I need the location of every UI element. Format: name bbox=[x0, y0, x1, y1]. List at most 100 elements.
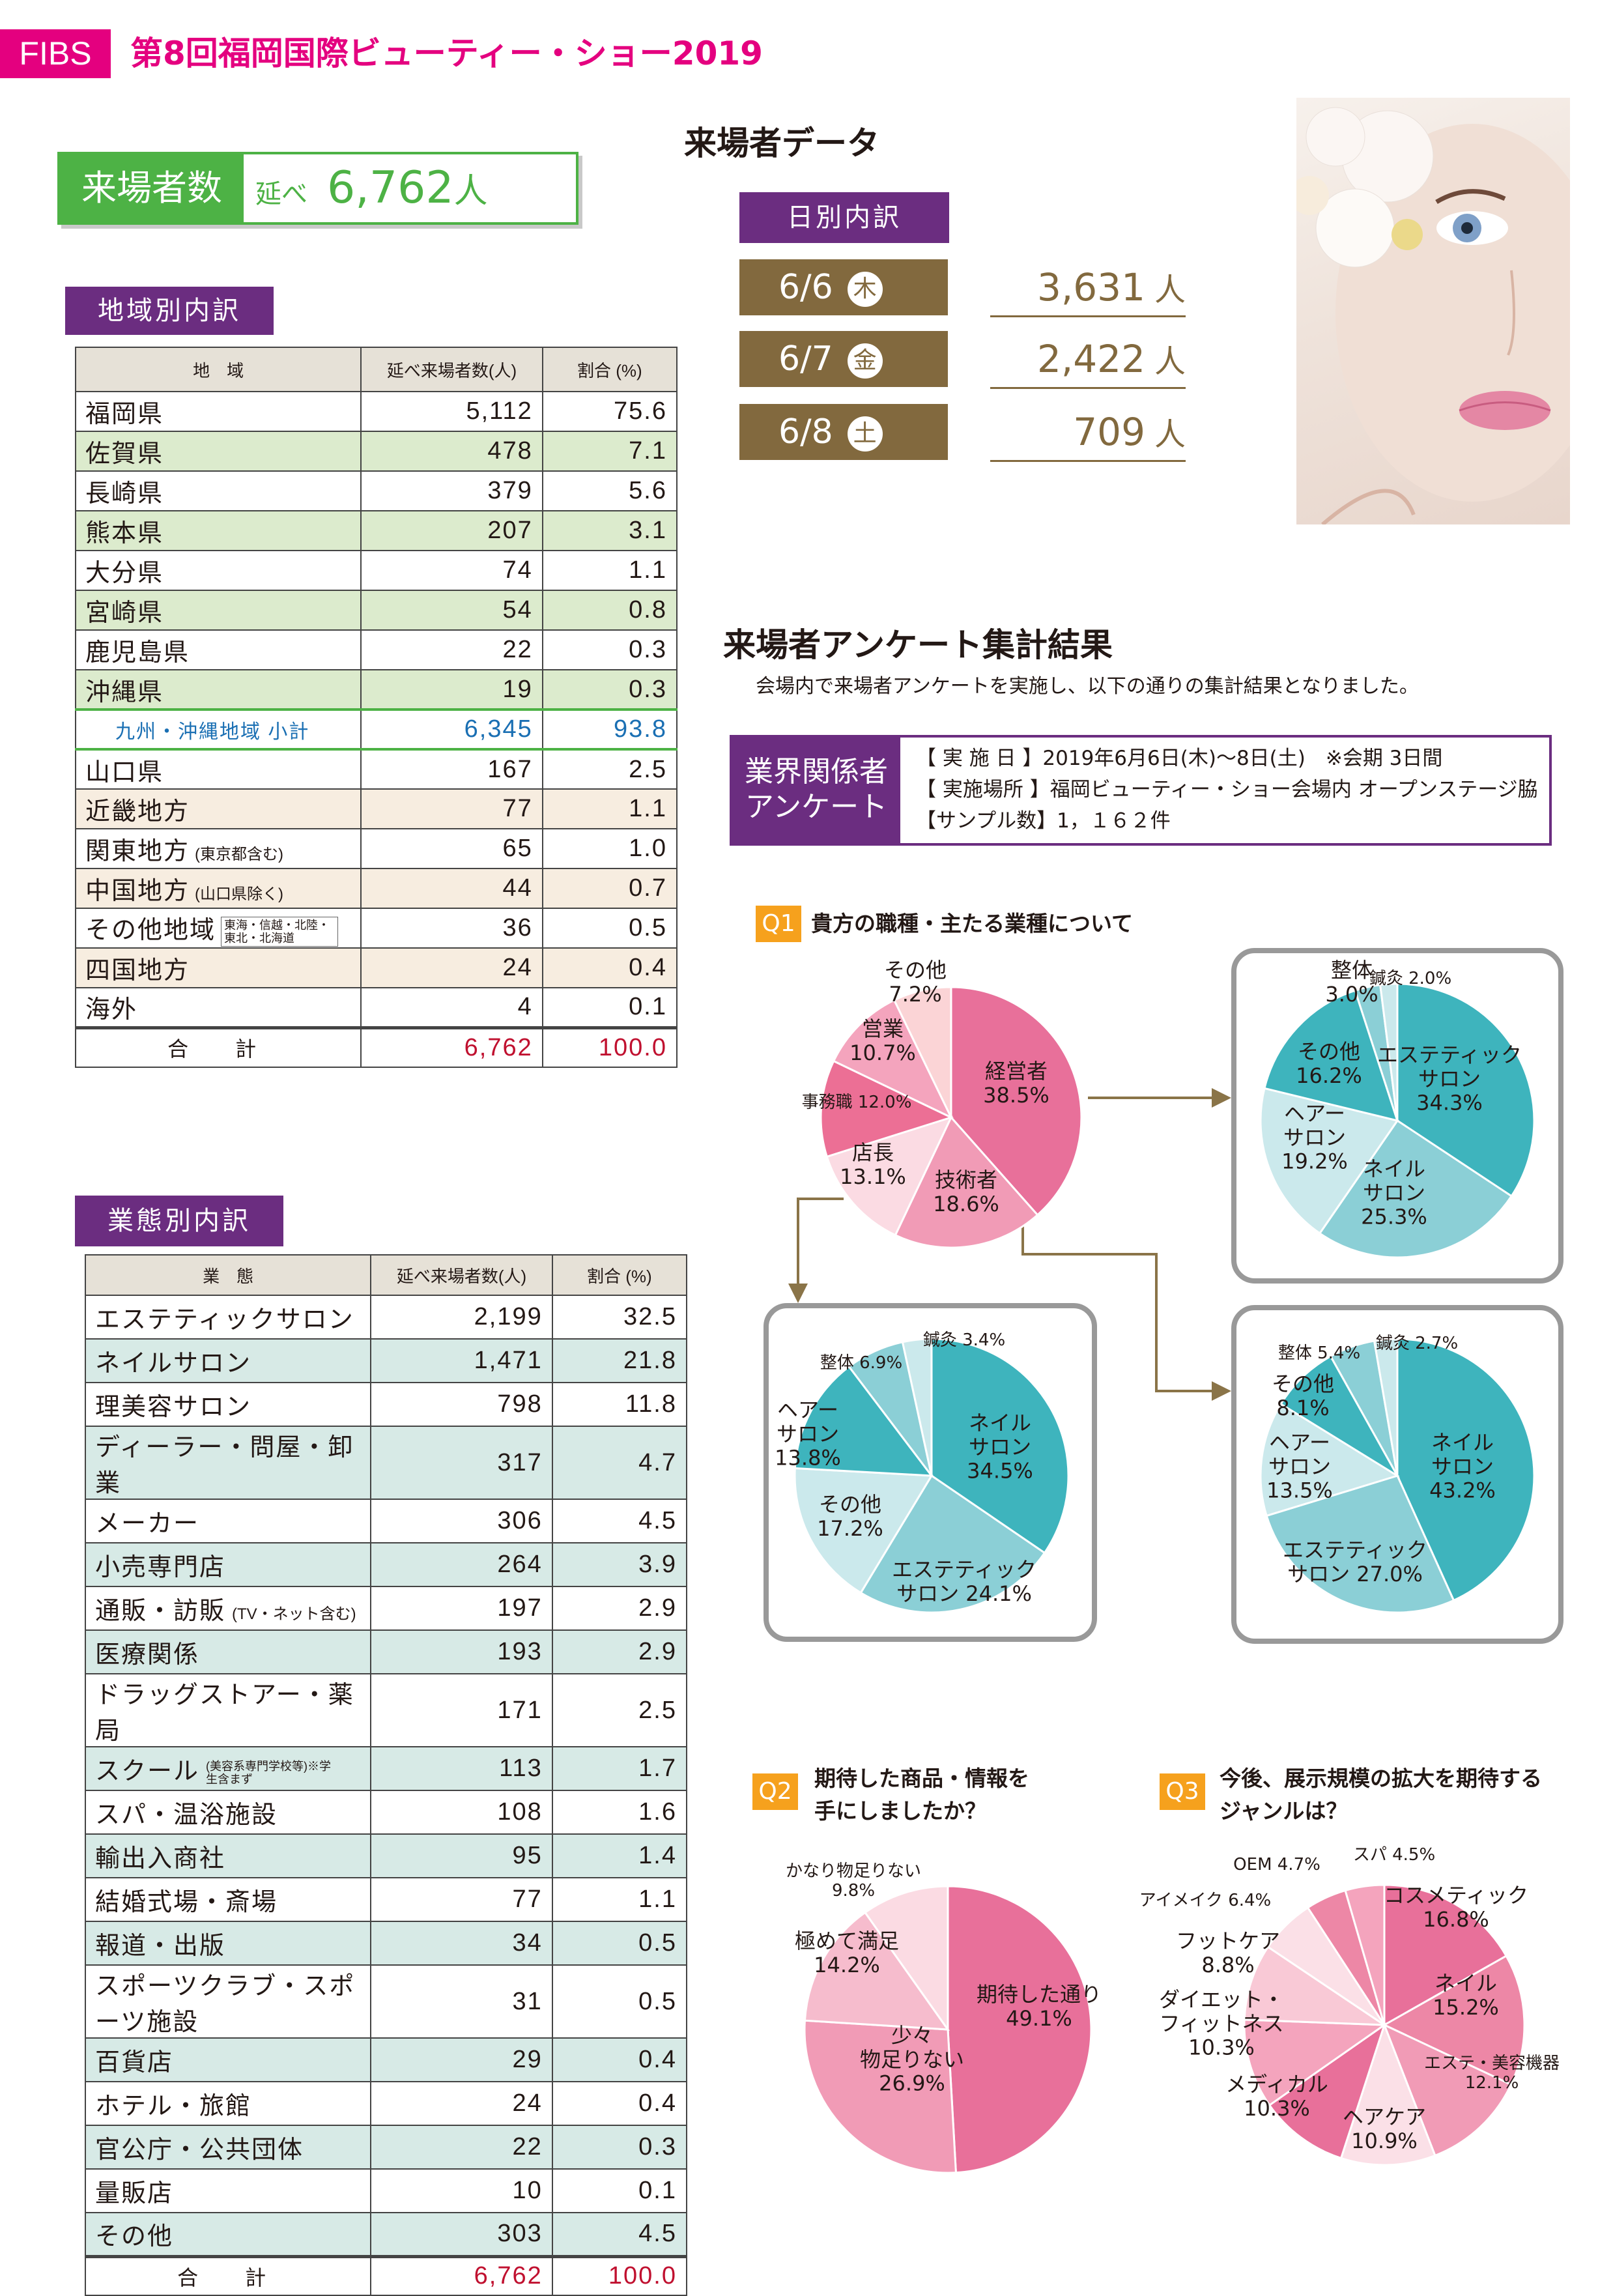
row-label: その他地域 東海・信越・北陸・東北・北海道 bbox=[74, 908, 362, 949]
day-of-week: 木 bbox=[847, 272, 883, 307]
q1-sub2-label-2: その他 17.2% bbox=[817, 1492, 883, 1541]
row-pct: 4.5 bbox=[551, 1499, 688, 1543]
q1-sub2-slice-1 bbox=[859, 1474, 1046, 1614]
row-pct: 2.9 bbox=[551, 1629, 688, 1674]
q1-sub1-label-3: その他 16.2% bbox=[1296, 1039, 1362, 1088]
q2-label-1: 少々物足りない 26.9% bbox=[860, 2023, 964, 2096]
business-section-label: 業態別内訳 bbox=[75, 1196, 283, 1246]
q1-sub3-label-1: エステティックサロン 27.0% bbox=[1283, 1538, 1427, 1586]
row-count: 31 bbox=[370, 1964, 553, 2039]
visitor-data-title: 来場者データ bbox=[684, 124, 879, 162]
day-count: 709 人 bbox=[990, 404, 1186, 462]
q3-slice-1 bbox=[1382, 1955, 1526, 2086]
pie-label-line: 極めて満足 bbox=[795, 1929, 899, 1953]
q3-label-4: メディカル 10.3% bbox=[1225, 2072, 1328, 2121]
row-count: 29 bbox=[370, 2037, 553, 2082]
row-pct: 1.1 bbox=[541, 788, 678, 829]
row-pct: 1.1 bbox=[551, 1877, 688, 1922]
table-row: 鹿児島県 22 0.3 bbox=[74, 629, 678, 670]
row-label: 佐賀県 bbox=[74, 431, 362, 472]
row-label: ディーラー・問屋・卸業 bbox=[84, 1426, 372, 1500]
pie-label-line: ヘアー bbox=[1269, 1430, 1330, 1455]
q1-sub2-label-5: 鍼灸 3.4% bbox=[923, 1330, 1005, 1350]
q1-sub3-label-5: 鍼灸 2.7% bbox=[1376, 1334, 1458, 1353]
row-label: 百貨店 bbox=[84, 2037, 372, 2082]
row-name: ネイルサロン bbox=[95, 1350, 252, 1377]
pie-label-line: エステティック bbox=[892, 1557, 1036, 1582]
row-count: 36 bbox=[360, 908, 543, 949]
pie-label-line: サロン 27.0% bbox=[1287, 1562, 1423, 1586]
row-label: 海外 bbox=[74, 987, 362, 1028]
pie-label-line: 13.5% bbox=[1266, 1478, 1333, 1503]
region-table: 地 域 延べ来場者数(人) 割合 (%) 福岡県 5,112 75.6 佐賀県 478 7… bbox=[74, 347, 678, 1068]
row-pct: 0.7 bbox=[541, 868, 678, 909]
row-name: スクール bbox=[95, 1758, 200, 1785]
row-label: ドラッグストアー・薬局 bbox=[84, 1673, 372, 1747]
q1-question: 貴方の職種・主たる業種について bbox=[811, 911, 1134, 936]
subtotal-row: 九州・沖縄地域 小計 6,345 93.8 bbox=[74, 709, 678, 750]
row-name: スパ・温浴施設 bbox=[95, 1801, 278, 1829]
row-name: 輸出入商社 bbox=[95, 1845, 226, 1873]
q1-main-label-3: 事務職 12.0% bbox=[802, 1093, 912, 1112]
row-label: 鹿児島県 bbox=[74, 629, 362, 670]
row-count: 108 bbox=[370, 1790, 553, 1835]
row-pct: 0.5 bbox=[541, 908, 678, 949]
pie-label-line: サロン bbox=[1418, 1067, 1481, 1091]
visitor-total-box: 来場者数 延べ 6,762人 bbox=[57, 152, 578, 225]
pie-label-line: OEM 4.7% bbox=[1233, 1855, 1320, 1874]
q3-slice-3 bbox=[1339, 2022, 1436, 2166]
q3-slice-6 bbox=[1243, 1945, 1388, 2026]
region-section-label: 地域別内訳 bbox=[65, 287, 274, 335]
q1-sub3-label-3: その他 8.1% bbox=[1272, 1371, 1334, 1420]
row-pct: 4.5 bbox=[551, 2212, 688, 2257]
q1-sub1-slice-2 bbox=[1259, 1087, 1399, 1235]
table-row: ネイルサロン 1,471 21.8 bbox=[84, 1338, 688, 1383]
q2-slice-2 bbox=[803, 1911, 950, 2031]
row-pct: 1.1 bbox=[541, 550, 678, 591]
table-row: 沖縄県 19 0.3 bbox=[74, 669, 678, 710]
table-row: 小売専門店 264 3.9 bbox=[84, 1542, 688, 1587]
q1-sub2-label-3: ヘアーサロン 13.8% bbox=[775, 1398, 841, 1471]
pie-label-line: その他 bbox=[1272, 1371, 1334, 1396]
row-count: 1,471 bbox=[370, 1338, 553, 1383]
q1-sub3-label-4: 整体 5.4% bbox=[1278, 1343, 1360, 1363]
row-name: ドラッグストアー・薬局 bbox=[95, 1682, 354, 1745]
survey-info-sample: 【サンプル数】1，１６２件 bbox=[916, 809, 1171, 833]
q2-label-0: 期待した通り 49.1% bbox=[977, 1982, 1102, 2031]
row-count: 77 bbox=[370, 1877, 553, 1922]
row-name: 大分県 bbox=[85, 560, 164, 587]
row-name: 九州・沖縄地域 小計 bbox=[115, 721, 310, 743]
q1-sub1-slice-1 bbox=[1318, 1119, 1513, 1259]
day-count-value: 709 bbox=[1073, 410, 1145, 454]
row-note: (美容系専門学校等)※学生含まず bbox=[206, 1759, 332, 1786]
row-note: 東海・信越・北陸・東北・北海道 bbox=[221, 916, 339, 947]
row-name: ホテル・旅館 bbox=[95, 2093, 252, 2120]
region-header-area: 地 域 bbox=[74, 347, 362, 392]
page-title: 第8回福岡国際ビューティー・ショー2019 bbox=[130, 35, 763, 72]
pie-labels: 経営者 38.5% 技術者 18.6% 店長 13.1% 事務職 12.0% 営業 10.7% そ… bbox=[775, 958, 1560, 2153]
pie-label-line: 店長 bbox=[852, 1140, 894, 1165]
row-label: 結婚式場・斎場 bbox=[84, 1877, 372, 1922]
row-name: 佐賀県 bbox=[85, 440, 164, 468]
table-row: 通販・訪販 (TV・ネット含む) 197 2.9 bbox=[84, 1586, 688, 1631]
visitor-total-label: 来場者数 bbox=[60, 154, 244, 222]
row-name: 沖縄県 bbox=[85, 678, 164, 706]
row-pct: 2.5 bbox=[541, 749, 678, 790]
q2-slice-3 bbox=[863, 1885, 949, 2033]
q3-question-line1: 今後、展示規模の拡大を期待する bbox=[1220, 1766, 1542, 1791]
row-label: 沖縄県 bbox=[74, 669, 362, 710]
q2-question-line2: 手にしましたか？ bbox=[814, 1798, 986, 1824]
q3-slice-4 bbox=[1268, 2022, 1386, 2160]
pie-label-line: サロン bbox=[1363, 1181, 1425, 1205]
q1-sub1-label-5: 鍼灸 2.0% bbox=[1369, 969, 1451, 988]
row-name: 鹿児島県 bbox=[85, 639, 190, 667]
row-label: 中国地方 (山口県除く) bbox=[74, 868, 362, 909]
day-date: 6/8 bbox=[778, 412, 833, 452]
q2-question: 期待した商品・情報を 手にしましたか？ bbox=[814, 1762, 1029, 1828]
pie-label-line: 3.0% bbox=[1325, 982, 1378, 1007]
business-header-type: 業 態 bbox=[84, 1254, 372, 1296]
pie-label-line: 鍼灸 2.0% bbox=[1369, 969, 1451, 988]
pie-label-line: 8.8% bbox=[1201, 1953, 1254, 1977]
q1-sub3-label-2: ヘアーサロン 13.5% bbox=[1266, 1430, 1333, 1503]
row-count: 19 bbox=[360, 669, 543, 710]
